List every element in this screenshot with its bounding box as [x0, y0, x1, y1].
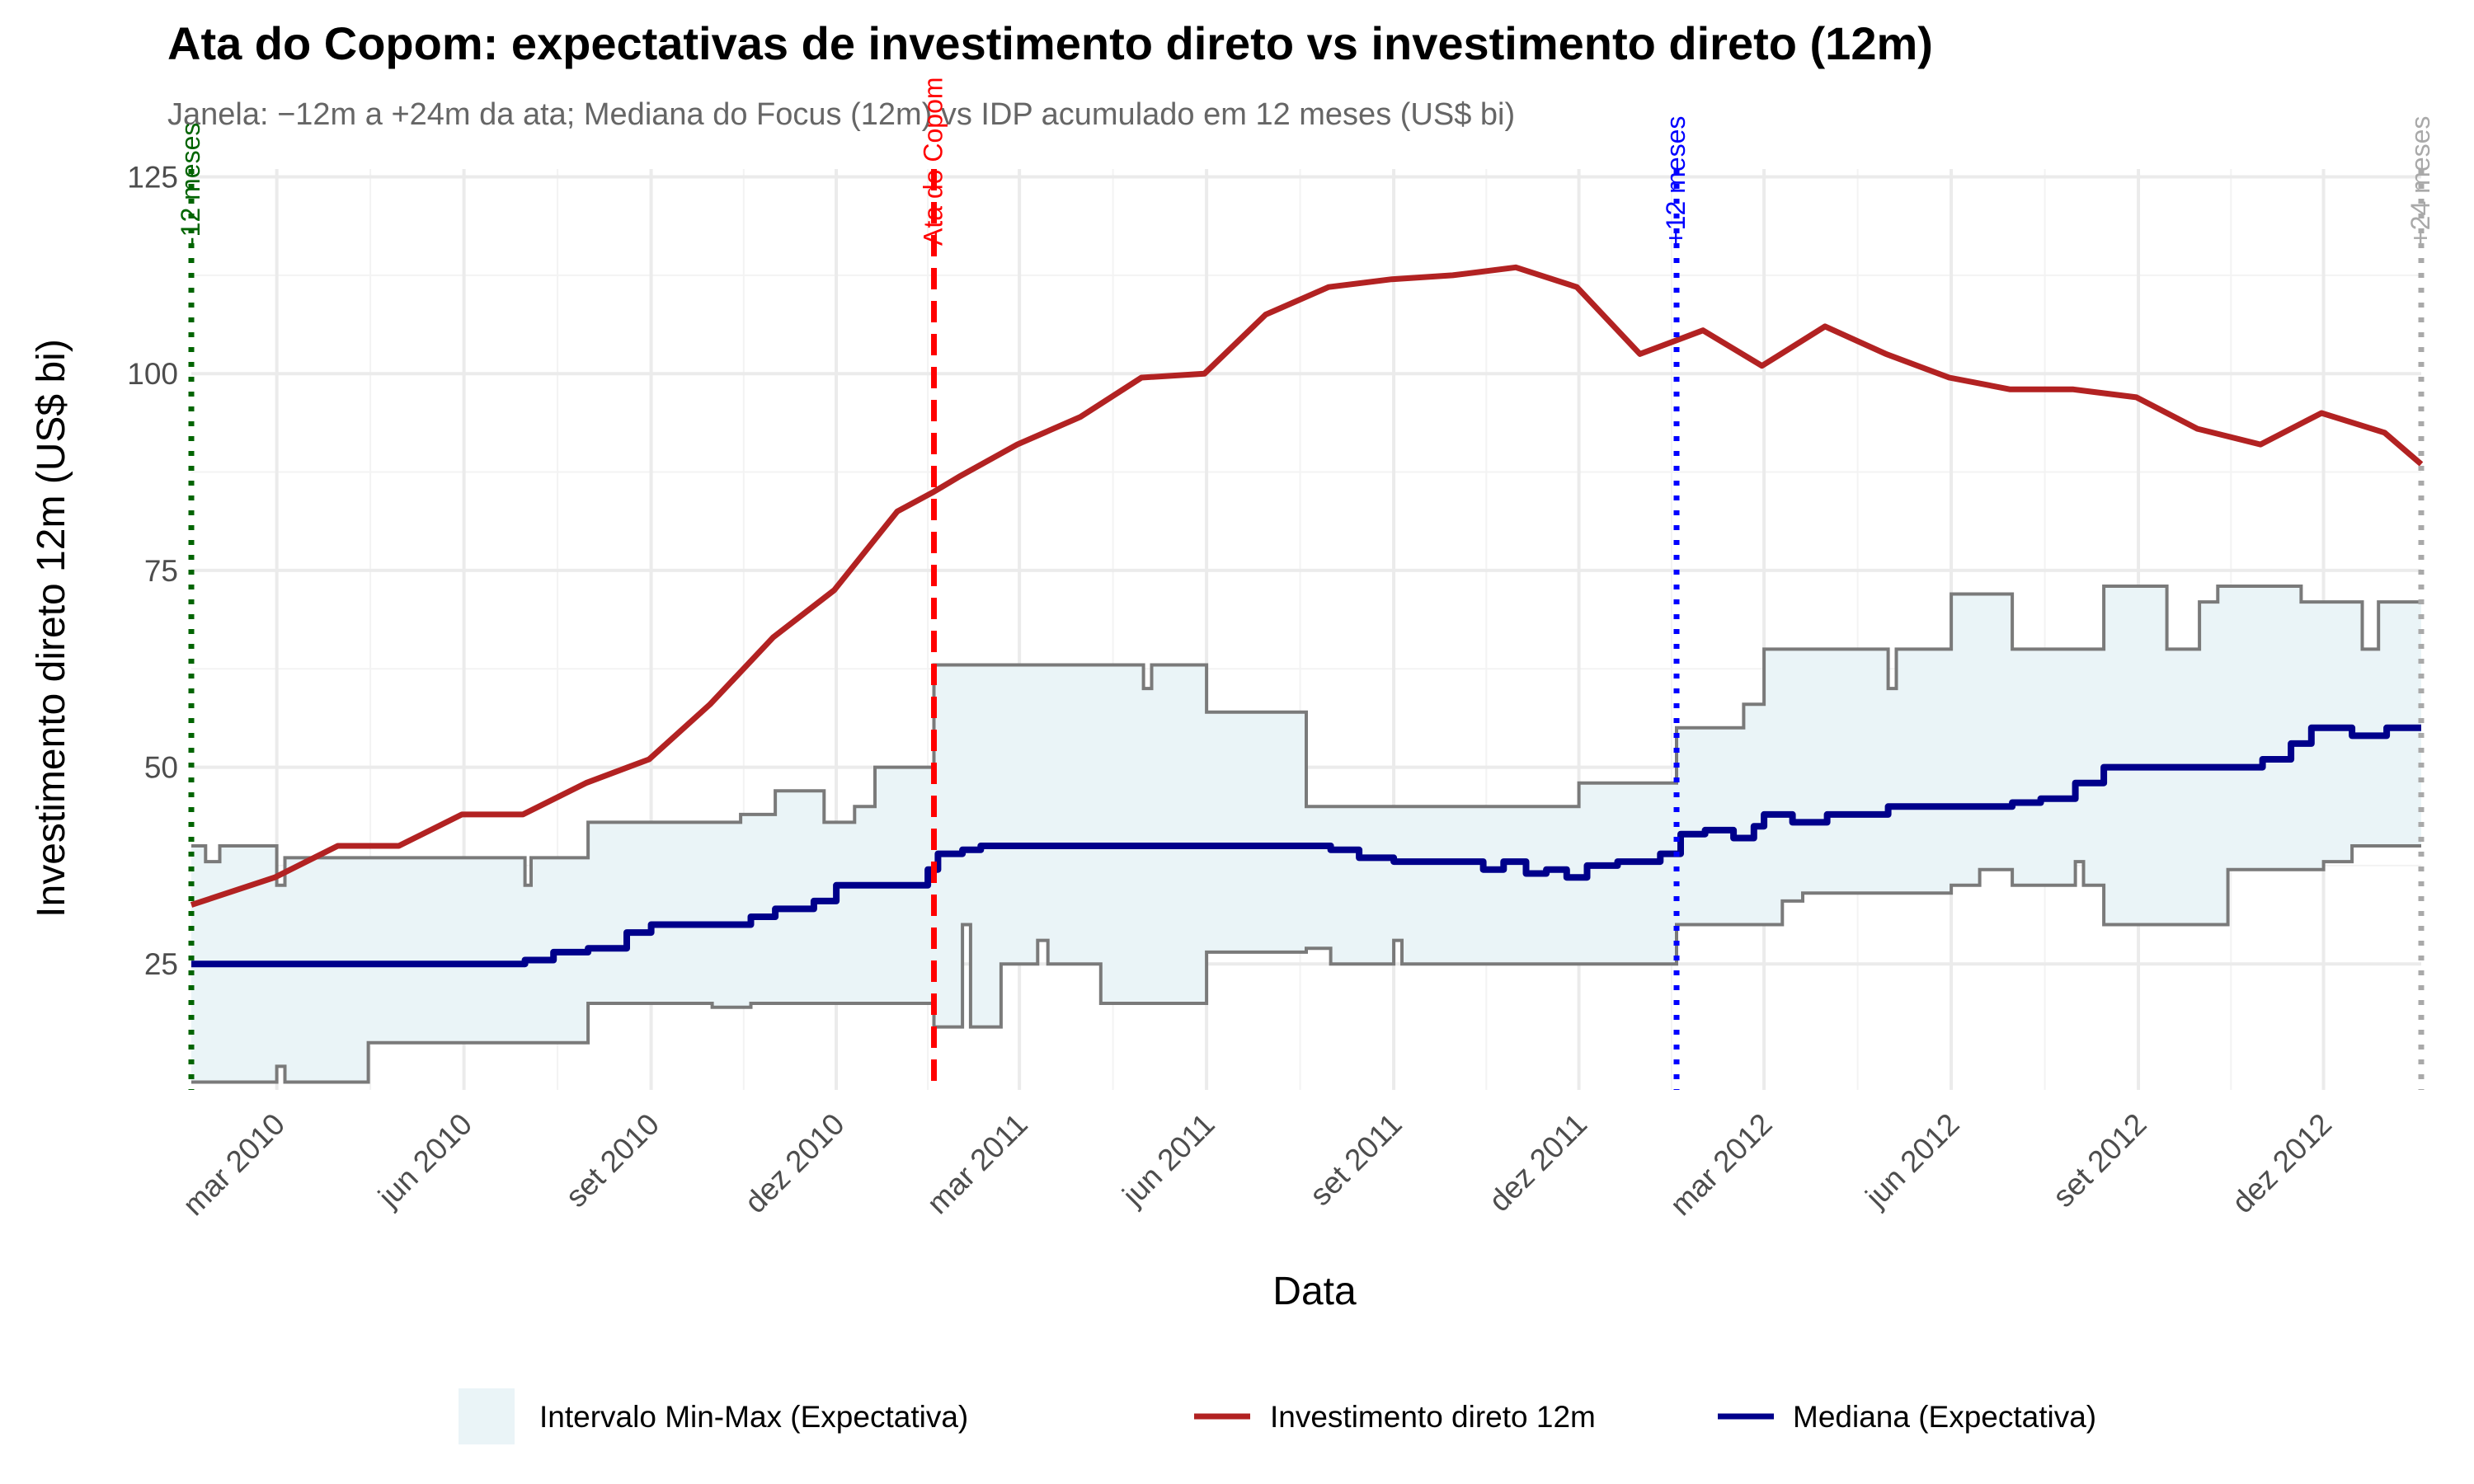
- y-tick-label: 75: [144, 554, 178, 588]
- x-tick-label: jun 2010: [371, 1107, 478, 1214]
- median-series-line: [191, 724, 2421, 968]
- vline-label: -12 meses: [176, 123, 205, 246]
- actual-series-line: [190, 264, 2424, 908]
- x-tick-label: jun 2012: [1859, 1107, 1966, 1214]
- x-tick-label: mar 2011: [920, 1107, 1034, 1221]
- minmax-upper-line: [191, 585, 2421, 887]
- legend: Intervalo Min-Max (Expectativa) Investime…: [459, 1388, 2096, 1444]
- x-tick-label: set 2012: [2046, 1107, 2152, 1214]
- vertical-lines-layer: -12 meses Ata do Copom +12 meses +24 meses: [176, 77, 2435, 1090]
- x-tick-label: dez 2010: [738, 1107, 851, 1220]
- vline-label: +24 meses: [2406, 116, 2435, 246]
- x-axis-title: Data: [1272, 1270, 1357, 1313]
- x-tick-label: mar 2010: [176, 1107, 292, 1223]
- minmax-ribbon-fill: [191, 586, 2421, 1082]
- legend-label-actual: Investimento direto 12m: [1270, 1400, 1596, 1434]
- y-tick-label: 25: [144, 947, 178, 981]
- x-tick-label: dez 2012: [2226, 1107, 2339, 1220]
- y-tick-label: 100: [127, 357, 178, 391]
- y-axis-title: Investimento direto 12m (US$ bi): [30, 339, 73, 918]
- x-tick-label: set 2011: [1303, 1107, 1408, 1212]
- line-layer: [190, 264, 2424, 968]
- chart-subtitle: Janela: −12m a +24m da ata; Mediana do F…: [167, 97, 1516, 132]
- legend-key-ribbon: [459, 1388, 515, 1444]
- y-tick-label: 125: [127, 161, 178, 195]
- legend-label-ribbon: Intervalo Min-Max (Expectativa): [539, 1400, 968, 1434]
- vline-label: Ata do Copom: [919, 77, 948, 246]
- ribbon-layer: [191, 585, 2421, 1084]
- minmax-lower-line: [191, 844, 2421, 1084]
- vline-label: +12 meses: [1661, 116, 1691, 246]
- x-tick-label: mar 2012: [1663, 1107, 1779, 1223]
- x-tick-label: dez 2011: [1483, 1107, 1594, 1219]
- chart-title: Ata do Copom: expectativas de investimen…: [167, 17, 1933, 69]
- legend-label-median: Mediana (Expectativa): [1793, 1400, 2096, 1434]
- y-tick-label: 50: [144, 751, 178, 785]
- x-tick-label: set 2010: [559, 1107, 666, 1214]
- x-tick-label: jun 2011: [1116, 1107, 1221, 1213]
